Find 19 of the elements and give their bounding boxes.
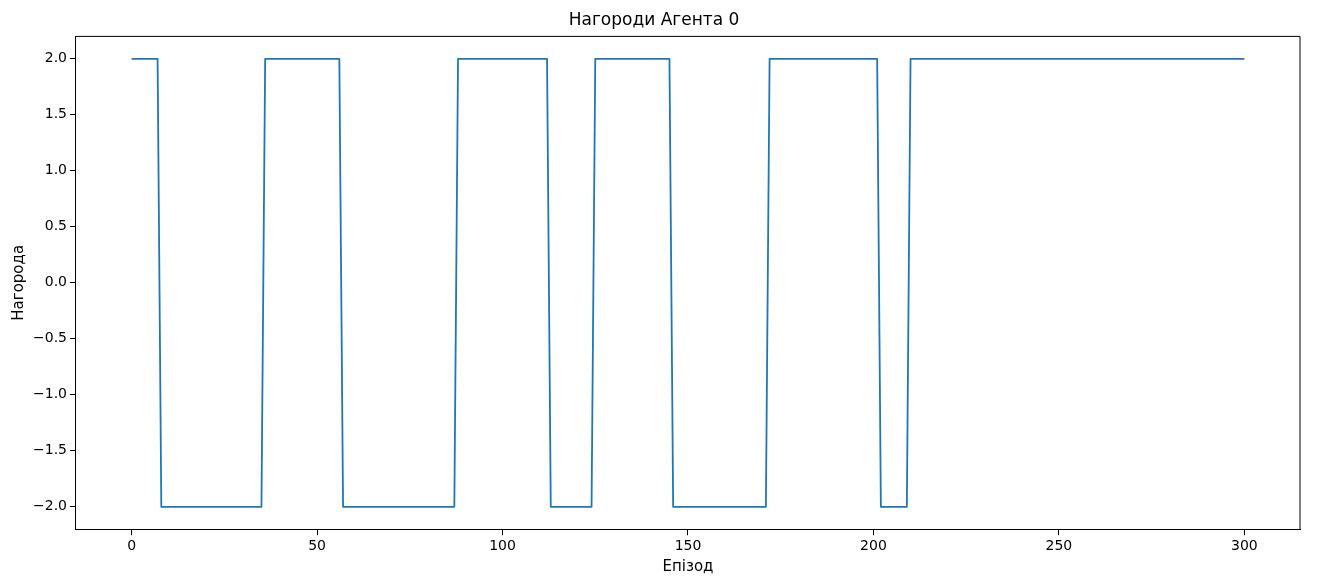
- x-tick-label: 50: [308, 537, 326, 554]
- y-axis-title: Нагорода: [8, 244, 27, 321]
- y-tick-label: 2.0: [44, 49, 67, 66]
- y-tick-label: −0.5: [33, 329, 67, 346]
- chart-title: Нагороди Агента 0: [568, 8, 740, 29]
- x-tick-label: 150: [674, 537, 702, 554]
- x-tick-label: 250: [1045, 537, 1073, 554]
- y-tick-label: 0.5: [44, 217, 67, 234]
- y-tick-label: −2.0: [33, 497, 67, 514]
- y-tick-label: −1.5: [33, 441, 67, 458]
- x-tick-label: 200: [860, 537, 887, 554]
- x-tick-label: 300: [1231, 537, 1258, 554]
- y-tick-label: 1.0: [44, 161, 67, 178]
- x-tick-label: 0: [127, 537, 137, 554]
- y-tick-label: −1.0: [33, 385, 67, 402]
- x-axis-title: Епізод: [662, 556, 714, 575]
- y-tick-label: 0.0: [44, 273, 67, 290]
- x-tick-label: 100: [489, 537, 516, 554]
- y-tick-label: 1.5: [44, 105, 67, 122]
